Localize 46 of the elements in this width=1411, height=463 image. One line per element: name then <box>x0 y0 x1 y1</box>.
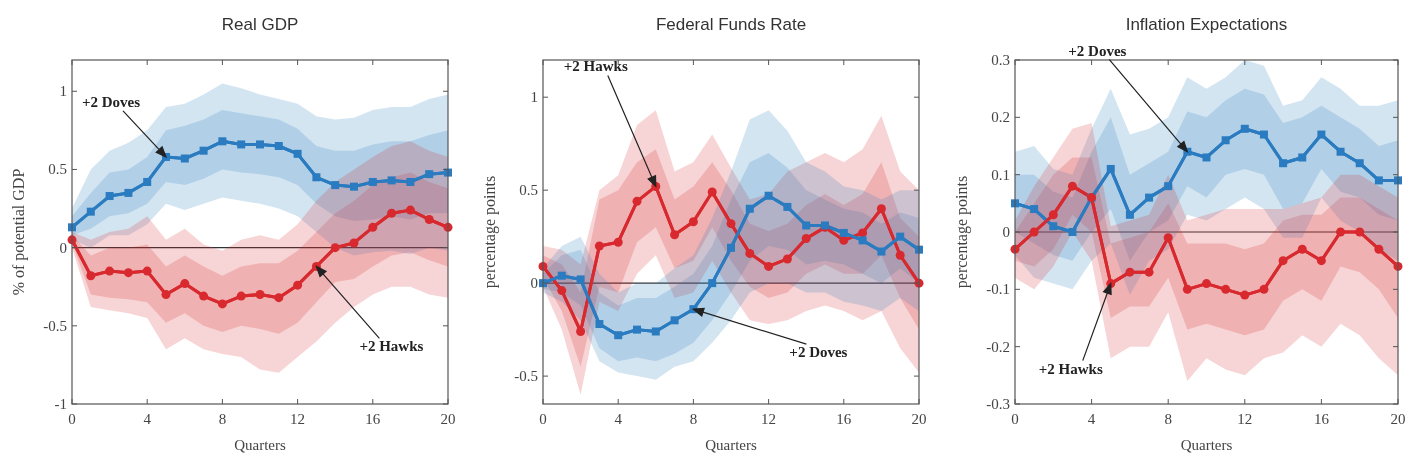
y-tick-label: -0.5 <box>43 317 67 334</box>
y-tick-label: 0.5 <box>48 161 67 178</box>
text: +2 Hawks <box>359 338 424 355</box>
x-axis-title: Quarters <box>705 437 757 453</box>
x-tick-label: 20 <box>1390 411 1406 427</box>
x-tick-label: 16 <box>365 411 381 427</box>
y-tick-label: 0.5 <box>519 182 538 199</box>
y-tick-label: 0 <box>1002 224 1010 240</box>
x-tick-label: 4 <box>614 411 623 427</box>
chart-title: Real GDP <box>221 15 299 34</box>
y-tick-label: -0.5 <box>514 368 538 385</box>
y-axis-title: % of potential GDP <box>10 168 28 296</box>
x-tick-label: 20 <box>440 411 456 427</box>
x-tick-label: 16 <box>836 411 852 427</box>
x-tick-label: 16 <box>1313 411 1330 427</box>
y-tick-label: -0.1 <box>986 281 1010 298</box>
text: +2 Doves <box>789 344 848 361</box>
y-axis-title: percentage points <box>953 175 971 289</box>
y-tick-label: -0.3 <box>986 396 1010 412</box>
x-tick-label: 4 <box>1087 411 1096 427</box>
x-tick-label: 8 <box>218 411 227 427</box>
x-axis-title: Quarters <box>1180 437 1233 453</box>
y-tick-label: 1 <box>530 89 538 106</box>
chart-title: Federal Funds Rate <box>655 15 807 34</box>
y-axis-title: percentage points <box>481 175 499 289</box>
y-tick-label: 0.2 <box>991 109 1010 126</box>
y-tick-label: 0.3 <box>991 52 1010 68</box>
x-tick-label: 12 <box>290 411 306 427</box>
y-tick-label: 0 <box>530 275 538 292</box>
x-tick-label: 20 <box>911 411 927 427</box>
y-tick-label: -0.2 <box>986 338 1010 355</box>
y-tick-label: 1 <box>59 83 67 100</box>
text: +2 Hawks <box>1038 360 1103 377</box>
x-tick-label: 8 <box>689 411 698 427</box>
chart-title: Inflation Expectations <box>1125 15 1288 34</box>
text: +2 Doves <box>81 93 141 110</box>
x-tick-label: 8 <box>1164 411 1172 427</box>
x-tick-label: 12 <box>1237 411 1253 427</box>
text: +2 Doves <box>1068 42 1127 59</box>
x-axis-title: Quarters <box>234 437 286 453</box>
y-tick-label: -1 <box>54 396 67 412</box>
x-tick-label: 4 <box>143 411 152 427</box>
y-tick-label: 0 <box>59 239 67 256</box>
text: +2 Hawks <box>563 58 628 75</box>
x-tick-label: 12 <box>761 411 777 427</box>
y-tick-label: 0.1 <box>991 166 1010 183</box>
